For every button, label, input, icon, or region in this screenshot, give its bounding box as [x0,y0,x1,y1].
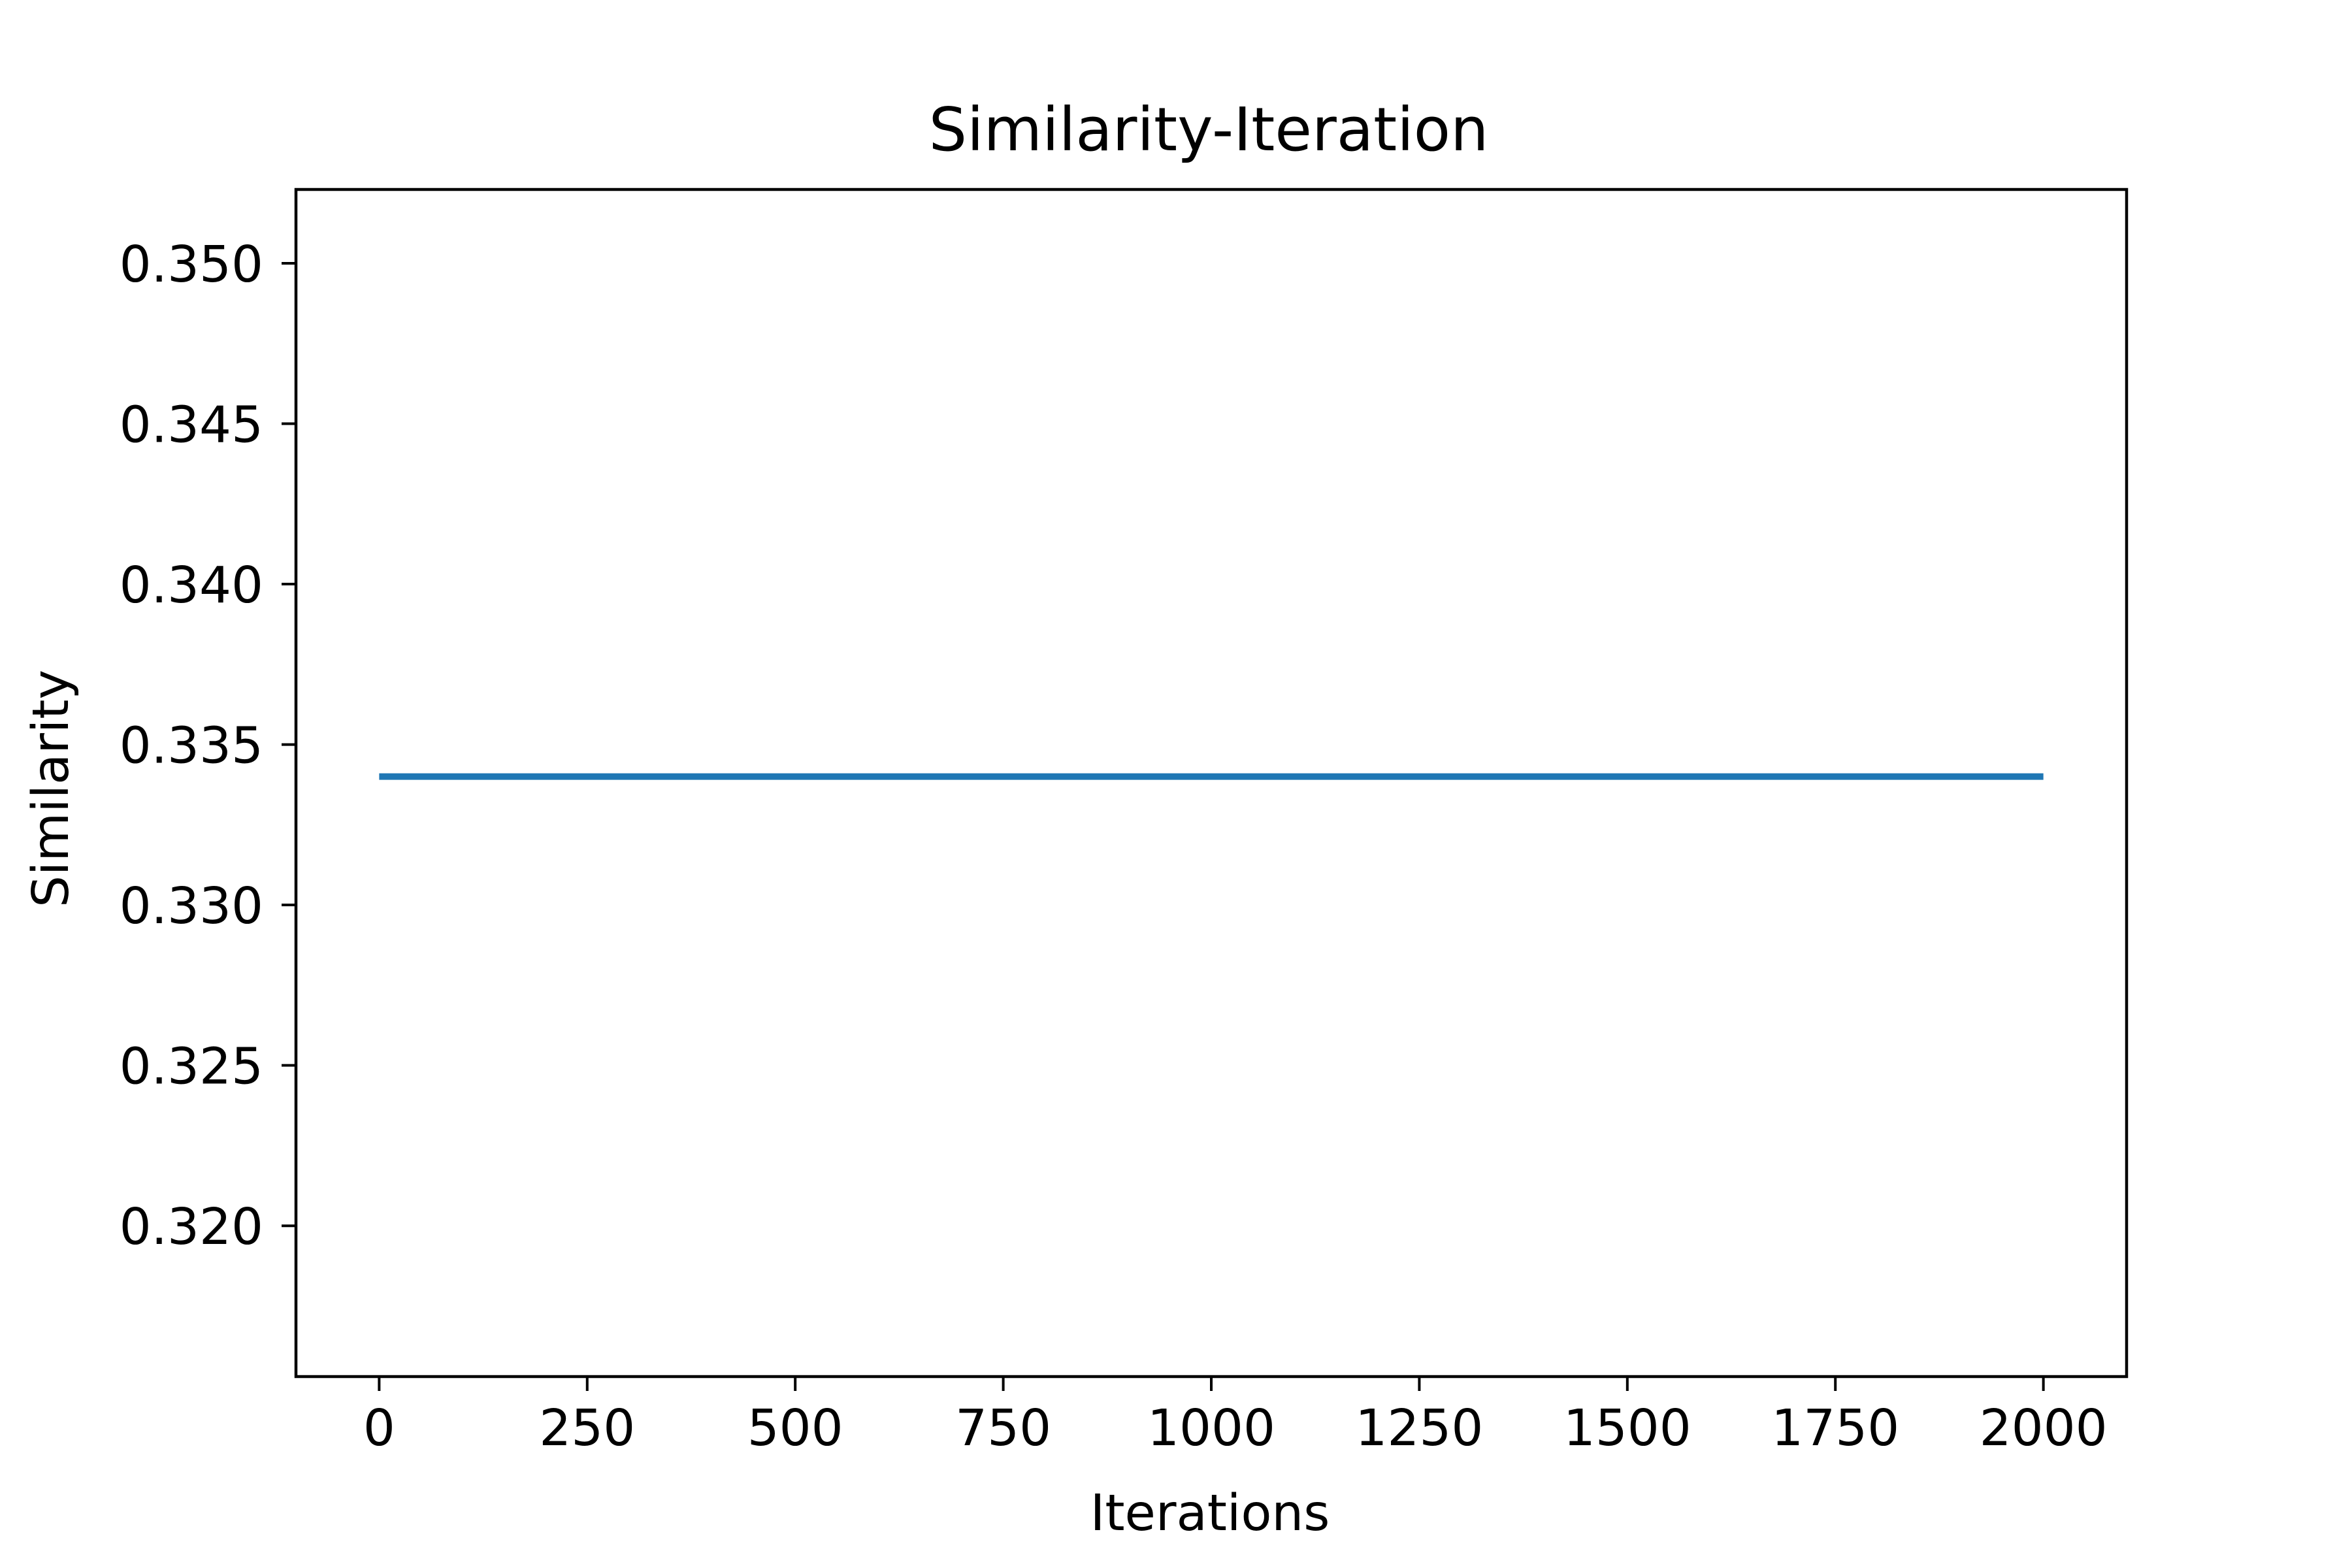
x-axis: 0 250 500 750 1000 1250 1500 1750 2000 [363,1377,2108,1458]
y-tick-label: 0.350 [120,236,263,294]
x-axis-label: Iterations [1090,1484,1330,1543]
x-tick-label: 1000 [1147,1399,1275,1458]
x-tick-label: 750 [955,1399,1051,1458]
x-tick-label: 1250 [1355,1399,1483,1458]
y-tick-label: 0.320 [120,1198,263,1256]
y-axis-label: Similarity [22,670,80,907]
y-tick-label: 0.325 [120,1038,263,1096]
x-tick-label: 2000 [1980,1399,2108,1458]
y-tick-label: 0.340 [120,557,263,615]
x-tick-label: 0 [363,1399,395,1458]
x-tick-label: 1750 [1771,1399,1899,1458]
y-axis: 0.320 0.325 0.330 0.335 0.340 0.345 0.350 [120,236,296,1256]
chart-title: Similarity-Iteration [929,95,1489,165]
y-tick-label: 0.345 [120,396,263,454]
x-tick-label: 1500 [1563,1399,1691,1458]
x-tick-label: 250 [539,1399,635,1458]
y-tick-label: 0.335 [120,717,263,776]
y-tick-label: 0.330 [120,877,263,936]
x-tick-label: 500 [747,1399,843,1458]
